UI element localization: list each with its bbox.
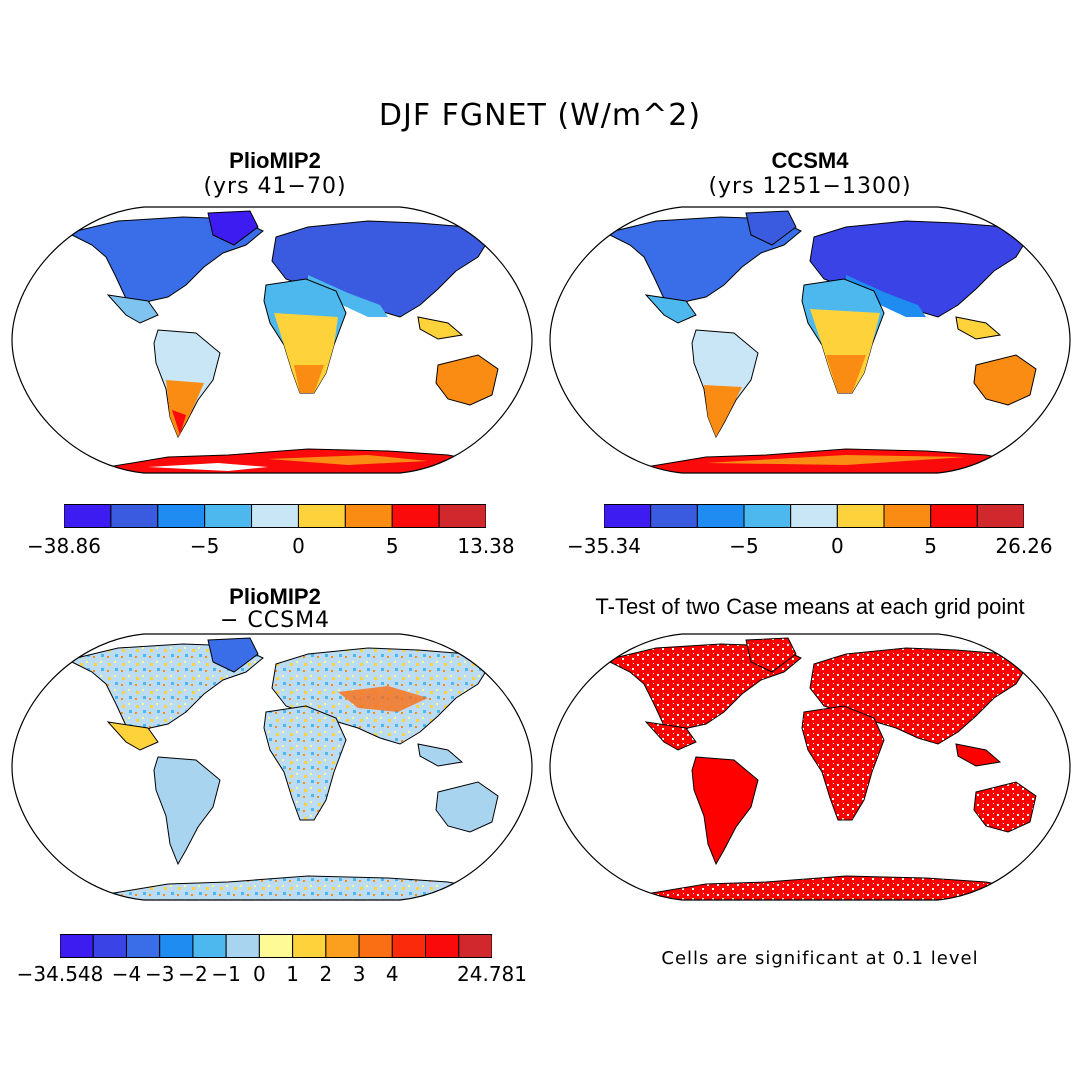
cb3-tick-label: −34.548 <box>16 962 104 986</box>
panel1-subtitle: (yrs 41−70) <box>203 174 347 199</box>
africa <box>801 705 885 821</box>
panel1-title: PlioMIP2 <box>229 148 321 173</box>
south-america <box>691 756 759 866</box>
cb3-swatch-4 <box>192 934 227 958</box>
cb2-tick-label: 26.26 <box>995 534 1053 558</box>
cb3-tick-label: 1 <box>286 962 299 986</box>
panel2-title: CCSM4 <box>771 148 849 173</box>
cb3-tick-label: 24.781 <box>457 962 527 986</box>
cb3-tick-label: −2 <box>178 962 208 986</box>
panel2-map <box>549 206 1071 474</box>
cb3-swatch-2 <box>125 934 161 958</box>
south-america <box>153 756 221 866</box>
antarctica <box>107 448 489 473</box>
cb1-tick-label: −38.86 <box>26 534 102 558</box>
cb3-swatch-8 <box>325 934 360 958</box>
cb2-swatch-3 <box>743 504 792 528</box>
colorbar-panel1-ticks: −38.86 −5 0 5 13.38 <box>27 534 515 560</box>
panel3-map <box>11 633 533 901</box>
cb3-swatch-7 <box>292 934 327 958</box>
cb3-swatch-1 <box>92 934 127 958</box>
cb1-swatch-0 <box>63 504 112 528</box>
cb1-swatch-5 <box>297 504 346 528</box>
panel1-map <box>11 206 533 474</box>
cb2-swatch-1 <box>650 504 698 528</box>
cb3-tick-label: 0 <box>253 962 266 986</box>
australia <box>435 781 499 833</box>
panel4-map <box>549 633 1071 901</box>
cb1-swatch-4 <box>251 504 299 528</box>
cb2-tick-label: 0 <box>830 534 844 558</box>
panel2-subtitle: (yrs 1251−1300) <box>708 174 912 199</box>
colorbar-panel1 <box>63 504 487 528</box>
cb1-tick-label: −5 <box>189 534 220 558</box>
colorbar-panel2-ticks: −35.34 −5 0 5 26.26 <box>567 534 1053 560</box>
cb3-swatch-5 <box>225 934 260 958</box>
greenland <box>207 637 259 673</box>
cb3-swatch-10 <box>391 934 427 958</box>
colorbar-panel2 <box>603 504 1025 528</box>
cb2-swatch-6 <box>883 504 932 528</box>
greenland <box>745 637 797 673</box>
cb2-tick-label: −5 <box>729 534 759 558</box>
cb1-swatch-8 <box>438 504 487 528</box>
cb2-tick-label: 5 <box>924 534 938 558</box>
antarctica <box>645 875 1027 900</box>
cb1-swatch-2 <box>157 504 206 528</box>
cb1-swatch-3 <box>204 504 253 528</box>
colorbar-panel1-swatches <box>63 504 487 528</box>
south-america <box>691 329 759 439</box>
cb3-tick-label: 2 <box>319 962 333 986</box>
cb3-tick-label: −1 <box>211 962 241 986</box>
colorbar-panel2-swatches <box>603 504 1025 528</box>
cb3-tick-label: 4 <box>385 962 399 986</box>
colorbar-panel3-ticks: −34.548 −4 −3 −2 −1 0 1 2 3 4 24.781 <box>17 962 527 988</box>
significance-note: Cells are significant at 0.1 level <box>661 948 979 969</box>
cb3-tick-label: −3 <box>144 962 175 986</box>
cb2-swatch-7 <box>930 504 978 528</box>
cb3-swatch-12 <box>458 934 493 958</box>
australia <box>435 354 499 406</box>
cb2-swatch-8 <box>976 504 1025 528</box>
cb2-swatch-0 <box>603 504 652 528</box>
cb3-swatch-11 <box>425 934 460 958</box>
cb3-swatch-0 <box>59 934 94 958</box>
cb2-tick-label: −35.34 <box>566 534 642 558</box>
cb2-swatch-5 <box>836 504 885 528</box>
cb2-swatch-4 <box>790 504 838 528</box>
cb1-tick-label: 13.38 <box>457 534 515 558</box>
panel3-title: PlioMIP2 <box>229 584 321 609</box>
cb3-tick-label: −4 <box>111 962 142 986</box>
panel4-title: T-Test of two Case means at each grid po… <box>595 594 1025 619</box>
cb1-swatch-1 <box>110 504 159 528</box>
cb1-tick-label: 0 <box>292 534 305 558</box>
cb2-swatch-2 <box>696 504 745 528</box>
australia <box>973 354 1037 406</box>
page-title: DJF FGNET (W/m^2) <box>378 98 702 133</box>
panel3-subtitle: − CCSM4 <box>219 608 331 633</box>
cb3-tick-label: 3 <box>352 962 366 986</box>
greenland <box>745 210 797 246</box>
cb1-tick-label: 5 <box>385 534 399 558</box>
antarctica <box>107 875 489 900</box>
africa <box>263 705 347 821</box>
cb3-swatch-3 <box>159 934 194 958</box>
colorbar-panel3 <box>59 934 493 958</box>
cb1-swatch-7 <box>391 504 440 528</box>
cb3-swatch-9 <box>358 934 393 958</box>
cb1-swatch-6 <box>344 504 393 528</box>
australia <box>973 781 1037 833</box>
cb3-swatch-6 <box>258 934 294 958</box>
greenland <box>207 210 259 246</box>
colorbar-panel3-swatches <box>59 934 493 958</box>
